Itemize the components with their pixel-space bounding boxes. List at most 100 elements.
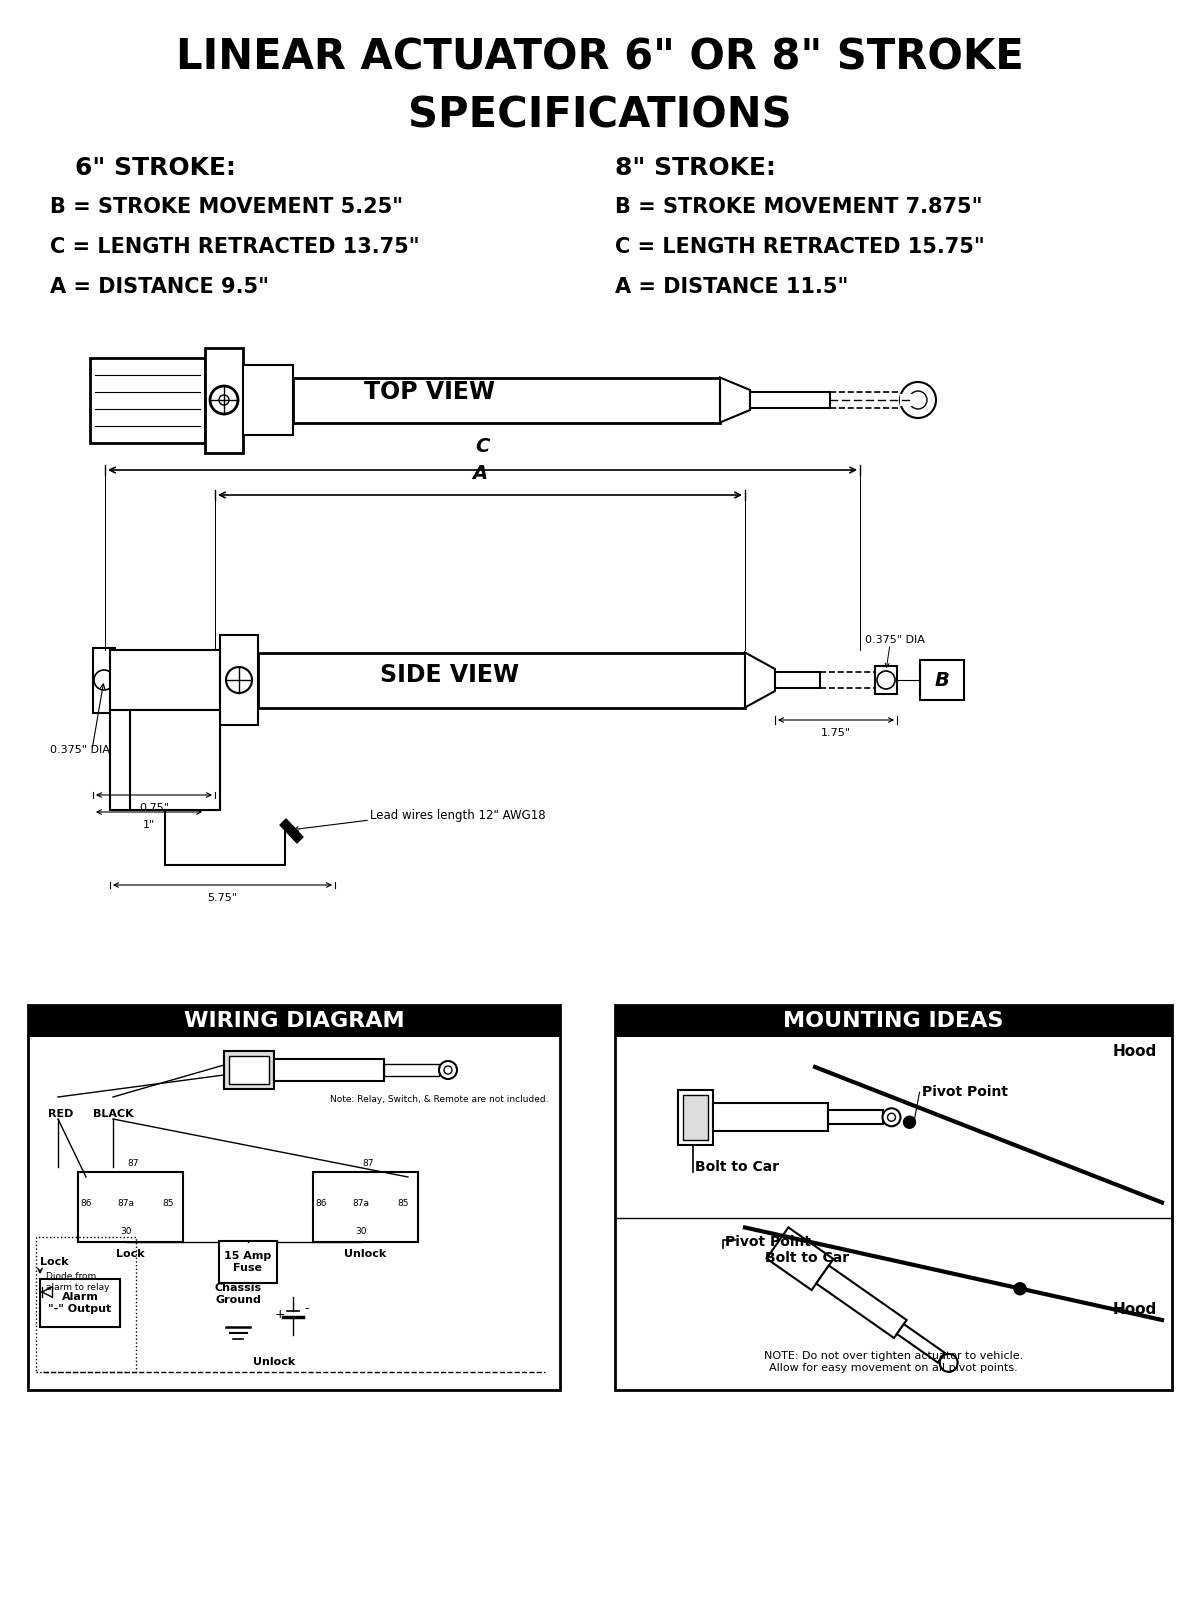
Text: Hood: Hood bbox=[1112, 1045, 1157, 1059]
Text: 86: 86 bbox=[316, 1200, 326, 1208]
Circle shape bbox=[94, 670, 114, 690]
Text: 5.75": 5.75" bbox=[208, 893, 238, 902]
Circle shape bbox=[210, 386, 238, 414]
Bar bbox=[750, 392, 830, 408]
Text: +: + bbox=[275, 1309, 286, 1322]
Bar bbox=[875, 666, 898, 694]
Bar bbox=[816, 1266, 907, 1338]
Bar bbox=[828, 1110, 882, 1125]
Text: 1": 1" bbox=[143, 819, 155, 830]
Bar bbox=[313, 1171, 418, 1242]
Bar bbox=[28, 1005, 560, 1390]
Text: 30: 30 bbox=[120, 1227, 132, 1237]
Text: 8" STROKE:: 8" STROKE: bbox=[616, 157, 776, 179]
Text: A = DISTANCE 11.5": A = DISTANCE 11.5" bbox=[616, 277, 848, 298]
Text: Lock: Lock bbox=[116, 1250, 145, 1259]
Bar bbox=[683, 1094, 708, 1139]
Text: Pivot Point: Pivot Point bbox=[922, 1085, 1008, 1099]
Bar bbox=[90, 357, 205, 443]
Text: MOUNTING IDEAS: MOUNTING IDEAS bbox=[784, 1011, 1003, 1030]
Circle shape bbox=[877, 670, 895, 690]
Bar bbox=[384, 1064, 439, 1075]
Bar bbox=[616, 1005, 1172, 1037]
Text: C = LENGTH RETRACTED 13.75": C = LENGTH RETRACTED 13.75" bbox=[50, 237, 420, 258]
Text: -: - bbox=[305, 1302, 310, 1315]
Text: 86: 86 bbox=[80, 1200, 91, 1208]
Bar bbox=[775, 672, 820, 688]
Text: 6" STROKE:: 6" STROKE: bbox=[74, 157, 236, 179]
Circle shape bbox=[888, 1114, 895, 1122]
Text: Note: Relay, Switch, & Remote are not included.: Note: Relay, Switch, & Remote are not in… bbox=[330, 1096, 548, 1104]
Bar bbox=[767, 1227, 834, 1290]
Text: 15 Amp
Fuse: 15 Amp Fuse bbox=[224, 1251, 271, 1274]
Bar bbox=[713, 1104, 828, 1131]
Text: 87a: 87a bbox=[118, 1200, 134, 1208]
Circle shape bbox=[439, 1061, 457, 1078]
Bar bbox=[110, 650, 220, 710]
Circle shape bbox=[910, 390, 928, 410]
Bar bbox=[28, 1005, 560, 1037]
Bar bbox=[896, 1325, 944, 1363]
Bar bbox=[130, 710, 220, 810]
Bar bbox=[920, 659, 964, 701]
Text: Pivot Point: Pivot Point bbox=[725, 1235, 811, 1250]
Bar bbox=[242, 365, 293, 435]
Text: BLACK: BLACK bbox=[94, 1109, 133, 1118]
Text: B = STROKE MOVEMENT 5.25": B = STROKE MOVEMENT 5.25" bbox=[50, 197, 403, 218]
Text: 87a: 87a bbox=[353, 1200, 370, 1208]
Text: 0.375" DIA: 0.375" DIA bbox=[865, 635, 925, 645]
Polygon shape bbox=[280, 819, 302, 843]
Circle shape bbox=[900, 382, 936, 418]
Bar bbox=[94, 648, 115, 712]
Text: B = STROKE MOVEMENT 7.875": B = STROKE MOVEMENT 7.875" bbox=[616, 197, 983, 218]
Text: 30: 30 bbox=[355, 1227, 367, 1237]
Circle shape bbox=[226, 667, 252, 693]
Text: 1.75": 1.75" bbox=[821, 728, 851, 738]
Bar bbox=[110, 710, 220, 810]
Text: Alarm
"-" Output: Alarm "-" Output bbox=[48, 1293, 112, 1314]
Text: RED: RED bbox=[48, 1109, 73, 1118]
Text: WIRING DIAGRAM: WIRING DIAGRAM bbox=[184, 1011, 404, 1030]
Bar bbox=[678, 1090, 713, 1144]
Circle shape bbox=[940, 1354, 958, 1371]
Text: Unlock: Unlock bbox=[253, 1357, 295, 1366]
Bar bbox=[900, 394, 918, 406]
Text: C = LENGTH RETRACTED 15.75": C = LENGTH RETRACTED 15.75" bbox=[616, 237, 985, 258]
Circle shape bbox=[444, 1066, 452, 1074]
Text: Lock: Lock bbox=[40, 1258, 68, 1267]
Text: NOTE: Do not over tighten actuator to vehicle.
Allow for easy movement on all pi: NOTE: Do not over tighten actuator to ve… bbox=[764, 1350, 1024, 1373]
Circle shape bbox=[220, 395, 229, 405]
Bar bbox=[220, 1242, 277, 1283]
Text: SPECIFICATIONS: SPECIFICATIONS bbox=[408, 94, 792, 136]
Bar bbox=[78, 1171, 182, 1242]
Bar bbox=[220, 635, 258, 725]
Text: Hood: Hood bbox=[1112, 1302, 1157, 1317]
Bar bbox=[616, 1005, 1172, 1390]
Bar bbox=[274, 1059, 384, 1082]
Text: Unlock: Unlock bbox=[344, 1250, 386, 1259]
Bar bbox=[224, 1051, 274, 1090]
Polygon shape bbox=[720, 378, 750, 422]
Bar bbox=[258, 653, 745, 707]
Text: 0.375" DIA: 0.375" DIA bbox=[50, 746, 110, 755]
Circle shape bbox=[1014, 1283, 1026, 1294]
Text: SIDE VIEW: SIDE VIEW bbox=[380, 662, 520, 686]
Bar bbox=[229, 1056, 269, 1085]
Text: B: B bbox=[935, 670, 949, 690]
Circle shape bbox=[904, 1117, 916, 1128]
Text: Lead wires length 12" AWG18: Lead wires length 12" AWG18 bbox=[370, 808, 546, 821]
Text: A = DISTANCE 9.5": A = DISTANCE 9.5" bbox=[50, 277, 269, 298]
Text: 87: 87 bbox=[127, 1160, 139, 1168]
Text: C: C bbox=[475, 437, 490, 456]
Text: LINEAR ACTUATOR 6" OR 8" STROKE: LINEAR ACTUATOR 6" OR 8" STROKE bbox=[176, 37, 1024, 78]
Bar bbox=[36, 1237, 136, 1371]
Text: 0.75": 0.75" bbox=[139, 803, 169, 813]
Text: 87: 87 bbox=[362, 1160, 373, 1168]
Text: 85: 85 bbox=[397, 1200, 409, 1208]
Text: Bolt to Car: Bolt to Car bbox=[766, 1251, 850, 1264]
Text: Diode from
alarm to relay: Diode from alarm to relay bbox=[46, 1272, 109, 1291]
Text: A: A bbox=[473, 464, 487, 483]
Polygon shape bbox=[745, 653, 775, 707]
Bar bbox=[40, 1278, 120, 1326]
Text: TOP VIEW: TOP VIEW bbox=[365, 379, 496, 403]
